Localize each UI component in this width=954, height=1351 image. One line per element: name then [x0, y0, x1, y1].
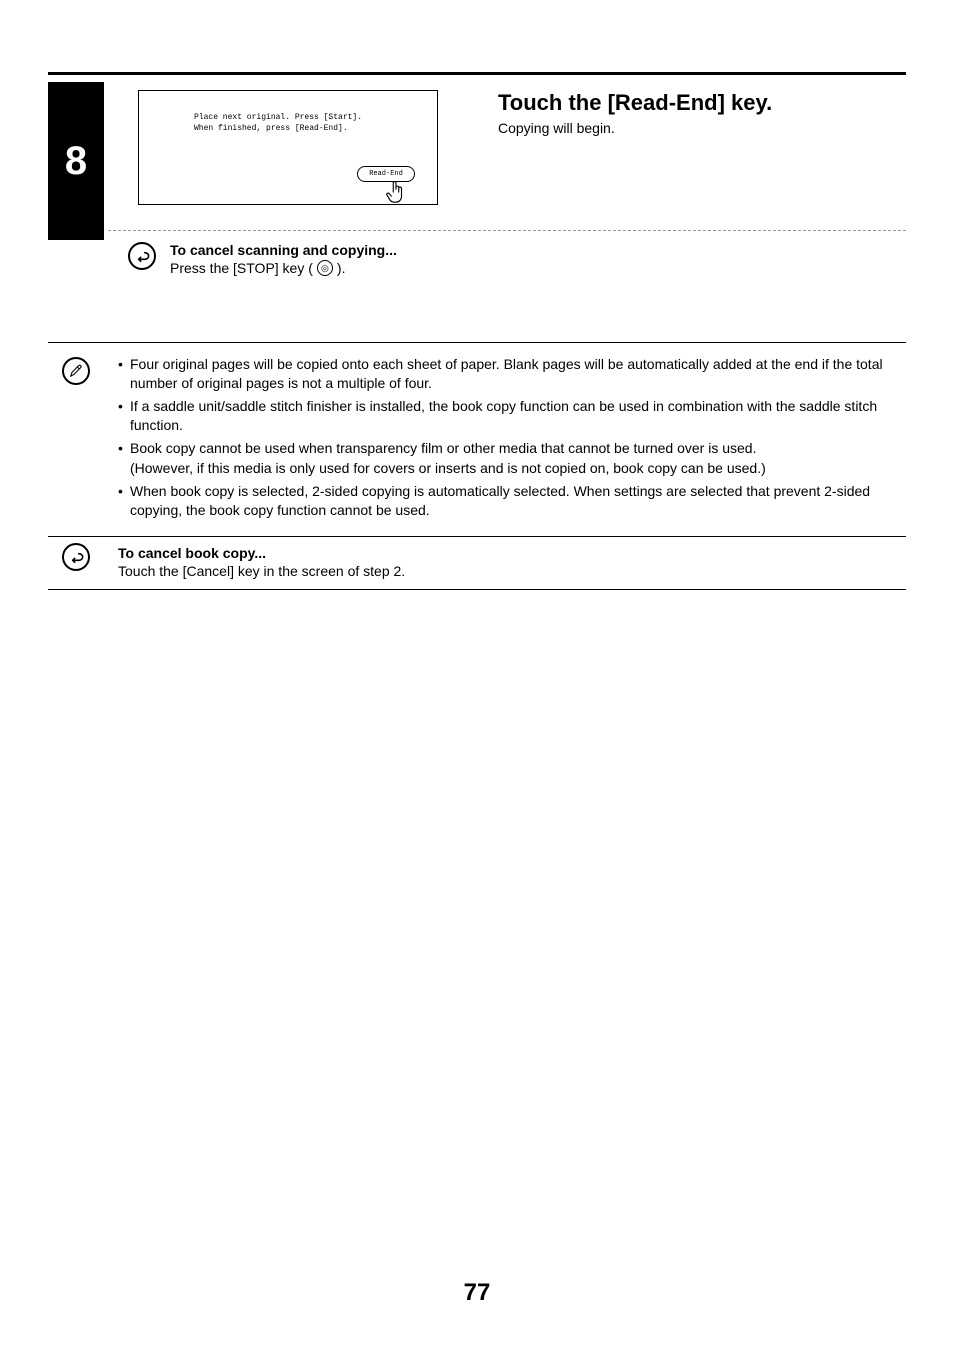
- cancel-book-heading: To cancel book copy...: [118, 545, 896, 561]
- step-number: 8: [65, 139, 87, 184]
- back-arrow-icon: [128, 242, 156, 270]
- step-subtitle: Copying will begin.: [498, 120, 615, 136]
- screenshot-line-1: Place next original. Press [Start].: [194, 113, 362, 122]
- info-bullet: If a saddle unit/saddle stitch finisher …: [118, 397, 896, 435]
- dashed-separator: [108, 230, 906, 231]
- stop-key-icon: ◎: [317, 260, 333, 276]
- info-bullet: When book copy is selected, 2-sided copy…: [118, 482, 896, 520]
- back-arrow-icon: [62, 543, 90, 571]
- cancel-book-note: To cancel book copy... Touch the [Cancel…: [48, 537, 906, 590]
- device-screenshot: Place next original. Press [Start]. When…: [138, 90, 438, 205]
- cancel-scan-heading: To cancel scanning and copying...: [170, 242, 397, 258]
- cancel-scan-body: Press the [STOP] key ( ◎ ).: [170, 260, 397, 276]
- info-note-box: Four original pages will be copied onto …: [48, 342, 906, 537]
- info-bullet-list: Four original pages will be copied onto …: [118, 355, 896, 520]
- page-number: 77: [0, 1279, 954, 1307]
- top-rule: [48, 72, 906, 75]
- info-bullet: Book copy cannot be used when transparen…: [118, 439, 896, 458]
- step-number-badge: 8: [48, 82, 104, 240]
- cancel-scan-prefix: Press the [STOP] key (: [170, 260, 313, 276]
- info-bullet: Four original pages will be copied onto …: [118, 355, 896, 393]
- cancel-book-body: Touch the [Cancel] key in the screen of …: [118, 563, 896, 579]
- step-title: Touch the [Read-End] key.: [498, 90, 772, 116]
- info-parenthetical: (However, if this media is only used for…: [118, 459, 896, 478]
- hand-cursor-icon: [385, 180, 407, 206]
- read-end-button-label: Read-End: [369, 170, 403, 178]
- cancel-scan-suffix: ).: [337, 260, 346, 276]
- cancel-scan-note: To cancel scanning and copying... Press …: [128, 242, 397, 276]
- screenshot-line-2: When finished, press [Read-End].: [194, 124, 348, 133]
- cancel-scan-text: To cancel scanning and copying... Press …: [170, 242, 397, 276]
- pencil-note-icon: [62, 357, 90, 385]
